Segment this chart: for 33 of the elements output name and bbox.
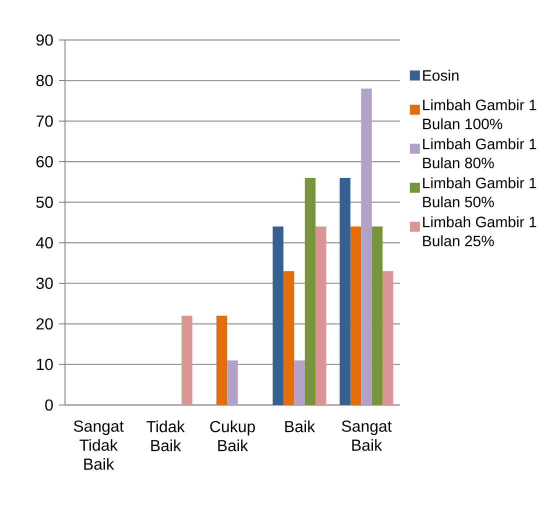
bar [382,271,394,405]
bar [372,226,383,405]
bar [361,88,372,405]
y-tick-label: 70 [36,115,53,127]
x-tick-label: Sangat Tidak Baik [74,420,124,470]
bar [227,360,238,405]
y-tick-label: 60 [36,156,53,168]
legend-label: Limbah Gambir 1 Bulan 100% [423,99,536,130]
y-tick-label: 10 [36,358,53,370]
legend-label: Eosin [423,70,458,81]
x-tick-label: Tidak Baik [146,420,185,452]
x-tick-label: Baik [285,420,316,432]
x-tick-label: Cukup Baik [210,420,255,452]
bar [294,360,305,405]
legend-label: Limbah Gambir 1 Bulan 25% [423,216,536,246]
y-tick-label: 0 [45,399,53,411]
legend-label: Limbah Gambir 1 Bulan 50% [423,177,536,208]
y-tick-label: 50 [36,196,53,208]
legend-label: Limbah Gambir 1 Bulan 80% [423,138,536,168]
bar [350,226,362,405]
y-tick-label: 90 [36,34,53,46]
bar [340,178,350,405]
x-tick-label: Sangat Baik [342,420,392,451]
bar [216,316,228,405]
y-tick-label: 80 [36,74,53,86]
bar [182,316,192,405]
y-tick-label: 40 [36,237,53,248]
bar [283,271,294,405]
y-tick-label: 30 [36,278,53,289]
bar [316,226,326,405]
y-tick-label: 20 [36,318,53,330]
bar [304,178,316,405]
bar [272,226,284,405]
